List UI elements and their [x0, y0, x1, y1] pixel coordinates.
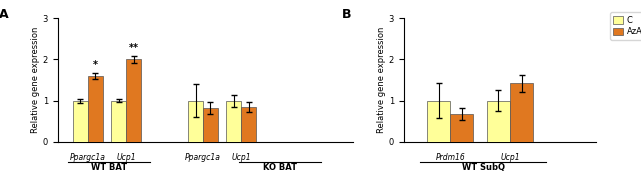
Bar [72, 101, 88, 142]
Text: *: * [92, 60, 97, 70]
Bar [126, 60, 141, 142]
Bar [427, 101, 450, 142]
Bar [226, 101, 242, 142]
Text: Ppargc1a: Ppargc1a [70, 153, 106, 162]
Text: Ucp1: Ucp1 [500, 153, 520, 162]
Bar [203, 108, 218, 142]
Bar [510, 83, 533, 142]
Y-axis label: Relative gene expression: Relative gene expression [377, 27, 386, 133]
Text: Ucp1: Ucp1 [116, 153, 136, 162]
Bar [242, 107, 256, 142]
Bar [487, 101, 510, 142]
Text: Prdm16: Prdm16 [435, 153, 465, 162]
Text: Ppargc1a: Ppargc1a [185, 153, 221, 162]
Bar [450, 114, 474, 142]
Bar [188, 101, 203, 142]
Text: B: B [342, 8, 352, 21]
Bar [88, 76, 103, 142]
Text: KO BAT: KO BAT [263, 163, 297, 172]
Y-axis label: Relative gene expression: Relative gene expression [31, 27, 40, 133]
Bar [111, 101, 126, 142]
Text: WT BAT: WT BAT [91, 163, 127, 172]
Text: **: ** [129, 43, 138, 53]
Text: WT SubQ: WT SubQ [462, 163, 505, 172]
Text: A: A [0, 8, 8, 21]
Legend: C, AzA: C, AzA [610, 12, 641, 40]
Text: Ucp1: Ucp1 [231, 153, 251, 162]
